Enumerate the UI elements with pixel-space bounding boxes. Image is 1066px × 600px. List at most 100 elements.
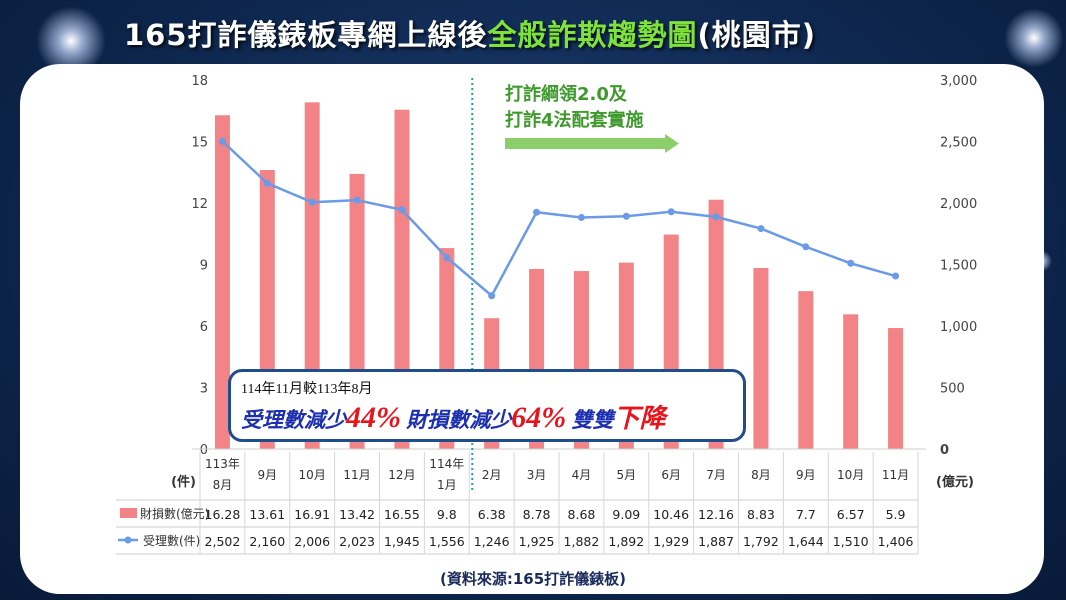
y-left-tick: 0 <box>200 443 208 458</box>
x-tick-label: 3月 <box>527 468 547 482</box>
table-cell-cases: 1,887 <box>698 534 734 549</box>
table-cell-cases: 1,556 <box>429 534 465 549</box>
bar <box>798 291 814 449</box>
table-cell-cases: 1,510 <box>833 534 869 549</box>
line-point <box>712 213 720 221</box>
callout-pct2: 64% <box>511 401 567 434</box>
callout-part3: 雙雙 <box>566 408 614 432</box>
table-cell-loss: 6.38 <box>478 507 506 522</box>
table-cell-cases: 2,006 <box>294 534 330 549</box>
bar <box>214 115 230 449</box>
bar <box>753 267 769 449</box>
x-tick-label: 8月 <box>751 468 771 482</box>
callout-subtitle: 114年11月較113年8月 <box>241 382 373 397</box>
annotation-line1: 打詐綱領2.0及 <box>505 83 628 105</box>
bar <box>304 102 320 449</box>
y-right-tick: 0 <box>940 443 949 458</box>
callout-part1: 受理數減少 <box>241 408 346 432</box>
y-right-tick: 2,000 <box>940 197 977 212</box>
line-point <box>757 225 765 233</box>
table-cell-cases: 1,246 <box>474 534 510 549</box>
line-series-path <box>221 140 896 298</box>
table-cell-cases: 1,945 <box>384 534 420 549</box>
line-point <box>218 137 226 145</box>
legend-bar-name: 財損數(億元) <box>140 506 209 521</box>
x-tick-label: 6月 <box>661 468 681 482</box>
table-cell-cases: 1,929 <box>653 534 689 549</box>
line-point <box>847 259 855 267</box>
x-tick-label: 10月 <box>299 468 326 482</box>
y-left-tick: 3 <box>200 382 208 397</box>
x-tick-label: 7月 <box>706 468 726 482</box>
y-right-tick: 500 <box>940 382 965 397</box>
table-cell-cases: 1,882 <box>564 534 600 549</box>
x-tick-label: 8月 <box>213 478 233 492</box>
table-cell-cases: 2,023 <box>339 534 375 549</box>
table-cell-loss: 16.91 <box>294 507 330 522</box>
table-cell-loss: 16.28 <box>205 507 241 522</box>
line-point <box>398 206 406 214</box>
annotation-line2: 打詐4法配套實施 <box>505 109 644 131</box>
data-source: (資料來源:165打詐儀錶板) <box>439 570 627 588</box>
table-cell-cases: 2,160 <box>249 534 285 549</box>
x-tick-label: 5月 <box>616 468 636 482</box>
legend-line-name: 受理數(件) <box>143 534 200 548</box>
table-cell-loss: 13.42 <box>339 507 375 522</box>
arrow-shaft <box>505 138 665 149</box>
bar <box>394 109 410 449</box>
title-prefix: 165打詐儀錶板專網上線後 <box>123 18 488 52</box>
table-cell-cases: 2,502 <box>205 534 241 549</box>
legend-bar-swatch <box>120 508 137 518</box>
y-left-tick: 18 <box>191 74 208 89</box>
table-cell-cases: 1,792 <box>743 534 779 549</box>
line-point <box>577 214 585 222</box>
table-cell-loss: 16.55 <box>384 507 420 522</box>
x-tick-label: 9月 <box>257 468 277 482</box>
callout-pct1: 44% <box>346 401 401 434</box>
line-point <box>892 272 900 280</box>
table-cell-loss: 5.9 <box>886 507 906 522</box>
y-right-tick: 2,500 <box>940 136 977 151</box>
page-title: 165打詐儀錶板專網上線後全般詐欺趨勢圖(桃園市) <box>0 12 940 54</box>
callout-headline: 受理數減少44% 財損數減少64% 雙雙下降 <box>241 398 666 435</box>
line-point <box>308 198 316 206</box>
table-cell-loss: 8.78 <box>523 507 551 522</box>
table-cell-loss: 9.09 <box>612 507 640 522</box>
x-tick-label: 11月 <box>882 468 909 482</box>
y-right-tick: 1,500 <box>940 259 977 274</box>
y-left-tick: 12 <box>191 197 208 212</box>
table-cell-cases: 1,892 <box>608 534 644 549</box>
y-right-tick: 1,000 <box>940 320 977 335</box>
y-left-tick: 15 <box>191 136 208 151</box>
table-cell-cases: 1,406 <box>878 534 914 549</box>
line-point <box>667 208 675 216</box>
table-cell-loss: 10.46 <box>653 507 689 522</box>
title-highlight: 全般詐欺趨勢圖 <box>487 18 698 52</box>
table-cell-cases: 1,925 <box>519 534 555 549</box>
x-tick-label: 114年 <box>429 457 464 471</box>
table-cell-loss: 8.83 <box>747 507 775 522</box>
title-suffix: (桃園市) <box>697 18 817 52</box>
x-tick-label: 113年 <box>205 457 240 471</box>
line-point <box>533 208 541 216</box>
table-cell-loss: 8.68 <box>568 507 596 522</box>
callout-part2: 財損數減少 <box>401 408 512 432</box>
x-tick-label: 2月 <box>482 468 502 482</box>
table-cell-loss: 6.57 <box>837 507 865 522</box>
line-point <box>622 212 630 220</box>
x-tick-label: 11月 <box>343 468 370 482</box>
table-cell-cases: 1,644 <box>788 534 824 549</box>
x-tick-label: 9月 <box>796 468 816 482</box>
y-right-tick: 3,000 <box>940 74 977 89</box>
table-cell-loss: 9.8 <box>437 507 457 522</box>
line-point <box>353 196 361 204</box>
y-left-unit: (件) <box>171 474 196 490</box>
line-point <box>263 179 271 187</box>
y-left-tick: 6 <box>200 320 208 335</box>
line-point <box>443 254 451 262</box>
table-cell-loss: 12.16 <box>698 507 734 522</box>
x-tick-label: 4月 <box>572 468 592 482</box>
x-tick-label: 10月 <box>837 468 864 482</box>
x-tick-label: 12月 <box>388 468 415 482</box>
